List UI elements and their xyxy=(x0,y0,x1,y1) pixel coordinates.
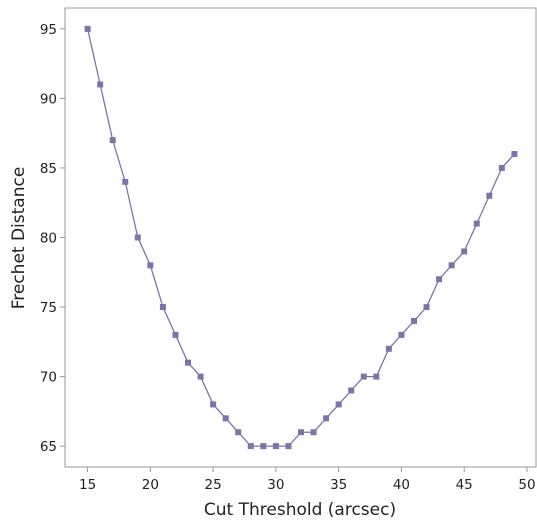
series-line-group xyxy=(86,28,515,447)
data-point xyxy=(197,373,204,380)
x-tick-label: 50 xyxy=(518,477,535,493)
y-axis-title: Frechet Distance xyxy=(9,167,29,310)
data-point xyxy=(134,234,141,241)
data-point xyxy=(235,429,242,436)
y-tick-label: 65 xyxy=(40,439,57,455)
axes: 15 20 25 30 35 40 45 50 65 70 75 80 85 90 95 xyxy=(40,7,537,493)
data-point xyxy=(461,248,468,255)
y-tick-label: 90 xyxy=(40,91,57,107)
x-tick-label: 40 xyxy=(393,477,410,493)
y-tick-label: 85 xyxy=(40,161,57,177)
x-tick-label: 15 xyxy=(79,477,96,493)
y-tick-label: 95 xyxy=(40,22,57,38)
y-tick-label: 70 xyxy=(40,370,57,386)
data-point xyxy=(159,304,166,311)
data-point xyxy=(335,401,342,408)
x-tick-label: 25 xyxy=(205,477,222,493)
data-point xyxy=(385,345,392,352)
x-tick-label: 20 xyxy=(142,477,159,493)
data-points xyxy=(84,25,518,450)
data-point xyxy=(222,415,229,422)
data-point xyxy=(310,429,317,436)
x-tick-label: 45 xyxy=(456,477,473,493)
data-point xyxy=(272,443,279,450)
data-point xyxy=(247,443,254,450)
series-line xyxy=(86,28,515,447)
data-point xyxy=(511,151,518,158)
data-point xyxy=(172,331,179,338)
data-point xyxy=(423,304,430,311)
data-point xyxy=(448,262,455,269)
y-tick-label: 80 xyxy=(40,231,57,247)
data-point xyxy=(210,401,217,408)
data-point xyxy=(410,317,417,324)
data-point xyxy=(109,137,116,144)
data-point xyxy=(360,373,367,380)
data-point xyxy=(298,429,304,436)
data-point xyxy=(498,164,505,171)
data-point xyxy=(398,331,405,338)
data-point xyxy=(323,415,330,422)
data-point xyxy=(122,178,129,185)
y-tick-label: 75 xyxy=(40,300,57,316)
data-point xyxy=(348,387,355,394)
data-point xyxy=(373,373,380,380)
data-point xyxy=(84,25,91,32)
data-point xyxy=(147,262,154,269)
data-point xyxy=(185,359,192,366)
data-point xyxy=(436,276,443,283)
data-point xyxy=(473,220,480,227)
data-point xyxy=(285,443,292,450)
x-axis-title: Cut Threshold (arcsec) xyxy=(204,500,396,520)
x-tick-label: 30 xyxy=(267,477,284,493)
x-tick-label: 35 xyxy=(330,477,347,493)
data-point xyxy=(260,443,267,450)
data-point xyxy=(97,81,104,88)
data-point xyxy=(486,192,493,199)
